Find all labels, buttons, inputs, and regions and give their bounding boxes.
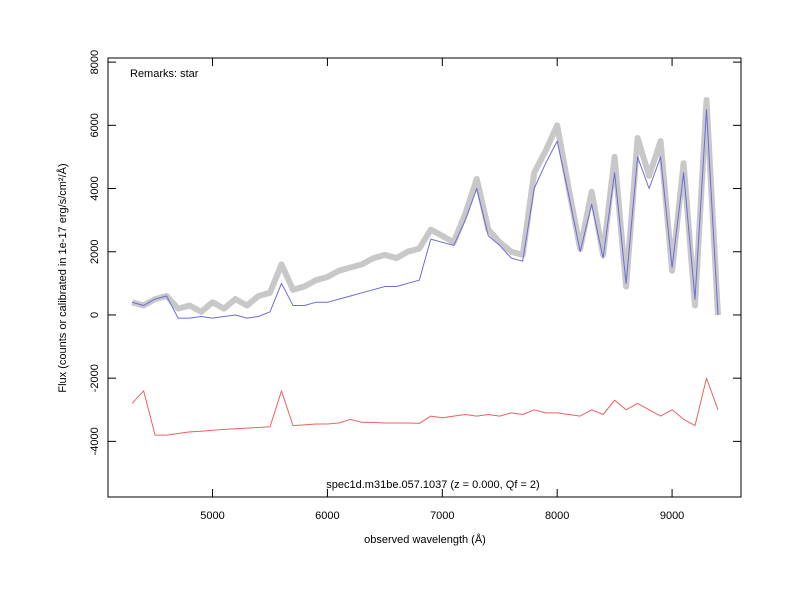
spectrum-line bbox=[131, 377, 719, 436]
x-axis-label: observed wavelength (Å) bbox=[364, 533, 486, 546]
x-tick-label: 9000 bbox=[660, 510, 684, 522]
remarks: Remarks: star bbox=[130, 68, 199, 80]
plot-frame bbox=[107, 57, 742, 498]
x-tick-label: 7000 bbox=[430, 510, 454, 522]
y-tick-label: -2000 bbox=[89, 364, 101, 392]
annotation: spec1d.m31be.057.1037 (z = 0.000, Qf = 2… bbox=[326, 479, 539, 491]
y-tick-label: 0 bbox=[89, 312, 101, 318]
y-tick-label: 6000 bbox=[89, 113, 101, 137]
x-tick-label: 8000 bbox=[545, 510, 569, 522]
spectrum-line bbox=[131, 109, 719, 319]
x-tick-label: 6000 bbox=[315, 510, 339, 522]
y-axis-label: Flux (counts or calibrated in 1e-17 erg/… bbox=[56, 163, 69, 392]
y-tick-label: -4000 bbox=[89, 427, 101, 455]
y-tick-label: 2000 bbox=[89, 239, 101, 263]
y-tick-label: 4000 bbox=[89, 176, 101, 200]
spectrum-line bbox=[131, 97, 721, 316]
x-tick-label: 5000 bbox=[200, 510, 224, 522]
y-tick-label: 8000 bbox=[89, 50, 101, 74]
